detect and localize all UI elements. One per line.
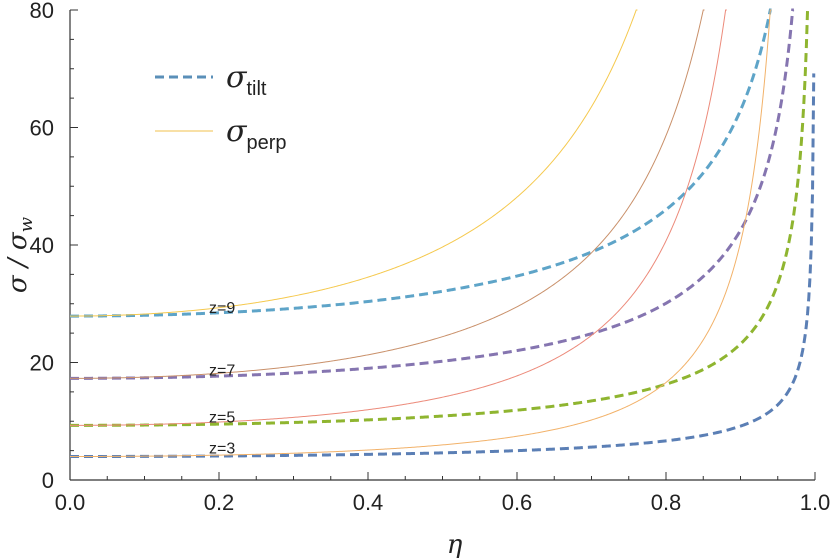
series-line-perp-4 bbox=[70, 9, 772, 457]
series-line-perp-6 bbox=[70, 9, 705, 379]
curve-label: z=9 bbox=[209, 300, 235, 317]
series-line-tilt-0 bbox=[70, 73, 816, 458]
x-axis-title: η bbox=[447, 530, 463, 558]
x-tick-label: 0.2 bbox=[204, 490, 235, 515]
series-line-tilt-3 bbox=[70, 8, 772, 318]
legend: σtilt σperp bbox=[155, 60, 287, 154]
series-line-perp-5 bbox=[70, 9, 727, 426]
y-tick-label: 20 bbox=[30, 351, 54, 376]
axes: 0.0 0.2 0.4 0.6 0.8 1.0 0 20 40 60 80 η σ / σw bbox=[3, 0, 830, 558]
x-tick-label: 0.4 bbox=[353, 490, 384, 515]
curve-annotations: z=3 z=5 z=7 z=9 bbox=[209, 300, 235, 457]
x-tick-label: 0.6 bbox=[502, 490, 533, 515]
y-tick-label: 40 bbox=[30, 233, 54, 258]
series-line-tilt-1 bbox=[70, 8, 810, 427]
curve-label: z=7 bbox=[209, 362, 235, 379]
x-tick-label: 0.8 bbox=[651, 490, 682, 515]
x-tick-label: 0.0 bbox=[55, 490, 86, 515]
y-tick-label: 60 bbox=[30, 116, 54, 141]
curves bbox=[70, 8, 816, 458]
curve-label: z=5 bbox=[209, 409, 235, 426]
y-tick-label: 0 bbox=[42, 468, 54, 493]
y-axis-title: σ / σw bbox=[3, 216, 37, 293]
x-tick-label: 1.0 bbox=[800, 490, 830, 515]
series-line-perp-7 bbox=[70, 9, 638, 317]
legend-label-perp: σperp bbox=[226, 114, 287, 154]
y-tick-label: 80 bbox=[30, 0, 54, 23]
curve-label: z=3 bbox=[209, 441, 235, 458]
legend-label-tilt: σtilt bbox=[226, 60, 267, 100]
series-line-tilt-2 bbox=[70, 8, 795, 380]
